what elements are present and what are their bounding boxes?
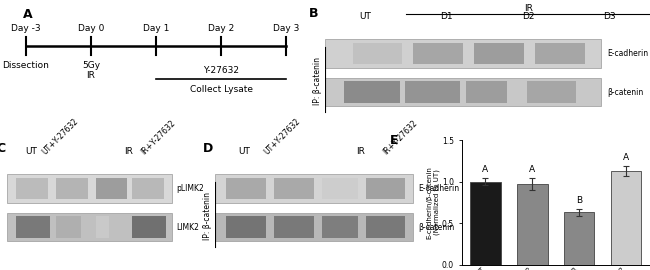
Text: UT: UT [25,147,37,156]
Y-axis label: E-cadherin/β-catenin
(Normalized to UT): E-cadherin/β-catenin (Normalized to UT) [427,166,440,239]
Text: β-catenin: β-catenin [608,88,644,97]
Bar [470,182,500,265]
Text: pLIMK2: pLIMK2 [176,184,204,193]
Text: IR+Y-27632: IR+Y-27632 [139,118,177,156]
Bar [352,42,402,64]
Bar [474,42,524,64]
Bar [214,213,413,241]
Text: A: A [623,153,629,162]
Bar [226,216,266,238]
Bar [322,216,358,238]
Bar [526,81,577,103]
Text: IR: IR [356,147,365,156]
Text: A: A [529,165,536,174]
Bar [16,216,49,238]
Bar [344,81,400,103]
Text: IR: IR [124,147,133,156]
Bar [6,174,172,202]
Text: LIMK2: LIMK2 [176,223,199,232]
Bar [6,213,172,241]
Text: D1: D1 [441,12,453,21]
Text: Day -3: Day -3 [11,24,41,33]
Text: D2: D2 [522,12,534,21]
Bar [274,177,314,199]
Text: UT: UT [238,147,250,156]
Text: 5Gy
IR: 5Gy IR [82,61,100,80]
Text: IP: β-catenin: IP: β-catenin [203,192,212,239]
Bar [405,81,460,103]
Bar [517,184,547,265]
Text: Day 3: Day 3 [273,24,299,33]
Bar [57,216,81,238]
Text: B: B [576,196,582,205]
Bar [325,39,601,68]
Bar [366,216,406,238]
Text: B: B [309,7,318,20]
Text: Day 0: Day 0 [78,24,104,33]
Text: IP: β-catenin: IP: β-catenin [313,57,322,104]
Text: A: A [482,165,488,174]
Text: C: C [0,142,6,155]
Bar [226,177,266,199]
Bar [413,42,463,64]
Text: Dissection: Dissection [3,61,49,70]
Text: Y-27632: Y-27632 [203,66,239,75]
Text: E: E [390,134,398,147]
Bar [133,216,166,238]
Bar [96,177,127,199]
Text: D: D [203,142,213,155]
Text: Collect Lysate: Collect Lysate [190,85,252,94]
Text: Day 2: Day 2 [208,24,234,33]
Bar [366,177,406,199]
Bar [322,177,358,199]
Text: UT+Y-27632: UT+Y-27632 [263,116,302,156]
Bar [535,42,585,64]
Bar [564,212,595,265]
Bar [325,78,601,106]
Bar [214,174,413,202]
Text: E-cadherin: E-cadherin [608,49,649,58]
Bar [466,81,507,103]
Text: Day 1: Day 1 [143,24,169,33]
Bar [133,177,164,199]
Text: β-catenin: β-catenin [418,223,454,232]
Text: D3: D3 [603,12,616,21]
Text: E-cadherin: E-cadherin [418,184,459,193]
Bar [274,216,314,238]
Bar [96,216,109,238]
Text: UT+Y-27632: UT+Y-27632 [40,116,79,156]
Bar [16,177,48,199]
Bar [57,177,88,199]
Text: IR: IR [524,4,532,13]
Text: A: A [23,8,32,21]
Bar [611,171,642,265]
Text: IR+Y-27632: IR+Y-27632 [382,118,419,156]
Text: UT: UT [359,12,372,21]
